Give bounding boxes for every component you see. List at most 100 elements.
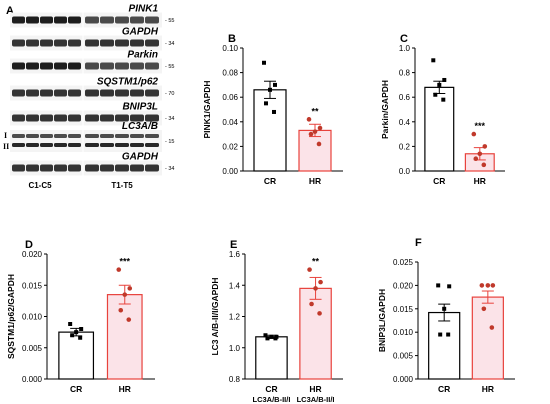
blot-band: [115, 62, 129, 70]
y-tick-label: 0.000: [22, 375, 43, 384]
data-point-hr: [481, 306, 487, 312]
blot-row: PINK1 - 55: [10, 4, 174, 28]
data-point-cr: [263, 333, 268, 338]
blot-background: [10, 130, 162, 152]
bar-cr: [253, 89, 287, 172]
panel-letter: C: [400, 33, 408, 45]
data-point-cr: [262, 60, 266, 65]
y-tick-label: 0.015: [393, 305, 414, 314]
data-point-cr: [433, 92, 438, 97]
data-point-hr: [122, 292, 128, 297]
blot-band: [68, 39, 81, 47]
blot-band: [115, 164, 129, 172]
blot-row-label: Parkin: [127, 50, 158, 61]
blot-band: [130, 39, 144, 47]
blot-band: [145, 89, 159, 97]
y-tick-label: 0.8: [229, 375, 241, 384]
data-point-hr: [317, 125, 323, 131]
y-tick-label: 0.020: [393, 281, 414, 290]
blot-row-label: LC3A/B: [122, 121, 158, 132]
blot-band: [130, 62, 144, 70]
data-point-cr: [441, 97, 446, 102]
data-point-cr: [436, 283, 441, 288]
molecular-weight-marker: - 34: [165, 116, 174, 122]
blot-band: [26, 114, 39, 122]
significance-marker: **: [312, 257, 320, 267]
blot-band: [100, 114, 114, 122]
blot-band: [145, 143, 159, 147]
data-point-hr: [306, 117, 312, 122]
x-category-label: CR: [70, 384, 82, 394]
data-point-hr: [308, 131, 314, 137]
significance-marker: ***: [475, 121, 486, 131]
blot-band: [100, 62, 114, 70]
blot-band: [40, 134, 53, 138]
data-point-hr: [118, 307, 124, 313]
blot-band: [145, 134, 159, 138]
molecular-weight-marker: - 70: [165, 91, 174, 97]
bar-cr: [58, 331, 95, 380]
panel-letter: D: [25, 239, 33, 251]
molecular-weight-marker: - 15: [165, 139, 174, 145]
data-point-cr: [442, 77, 447, 82]
lc3-form-ii-label: II: [3, 142, 9, 151]
data-point-hr: [485, 283, 491, 288]
y-tick-label: 0.005: [22, 344, 43, 353]
blot-band: [26, 39, 39, 47]
molecular-weight-marker: - 55: [165, 64, 174, 70]
lc3-form-i-label: I: [4, 131, 7, 140]
blot-band: [130, 114, 144, 122]
significance-marker: ***: [120, 257, 131, 267]
data-point-cr: [447, 284, 452, 289]
data-point-cr: [264, 101, 268, 106]
blot-band: [40, 39, 53, 47]
x-sub-label: LC3A/B-II/I: [297, 395, 335, 404]
data-point-cr: [68, 322, 73, 326]
blot-row: SQSTM1/p62 - 70: [10, 77, 174, 101]
bar-cr: [428, 311, 461, 380]
blot-band: [26, 62, 39, 70]
y-axis-label: Parkin/GAPDH: [380, 80, 390, 139]
blot-row: LC3A/B - 15: [10, 121, 174, 152]
data-point-hr: [479, 283, 485, 288]
blot-band: [68, 16, 81, 24]
significance-marker: **: [311, 106, 319, 116]
blot-band: [145, 164, 159, 172]
data-point-cr: [268, 87, 272, 92]
chart-panel-b: B 0.00 0.02 0.04 0.06 0.08 0.10 PINK1/GAPDH CR **…: [202, 33, 343, 186]
blot-band: [68, 134, 81, 138]
blot-band: [130, 89, 144, 97]
blot-band: [12, 134, 25, 138]
blot-band: [85, 114, 99, 122]
y-axis-label: BNIP3L/GAPDH: [377, 289, 387, 352]
blot-band: [100, 134, 114, 138]
y-tick-label: 0.010: [22, 313, 43, 322]
blot-row: BNIP3L - 34: [10, 102, 174, 126]
bar-hr: [106, 294, 143, 380]
blot-band: [12, 16, 25, 24]
data-point-cr: [272, 109, 276, 114]
molecular-weight-marker: - 55: [165, 18, 174, 24]
blot-band: [40, 16, 53, 24]
data-point-hr: [477, 151, 483, 157]
y-tick-label: 0.04: [222, 118, 238, 127]
data-point-cr: [446, 332, 451, 337]
x-category-label: HR: [474, 176, 486, 186]
y-tick-label: 0.2: [399, 142, 411, 151]
blot-row-label: GAPDH: [122, 27, 159, 38]
y-tick-label: 1.0: [399, 44, 411, 53]
molecular-weight-marker: - 34: [165, 41, 174, 47]
blot-band: [68, 89, 81, 97]
bar-hr: [471, 296, 504, 380]
data-point-cr: [437, 82, 442, 87]
y-tick-label: 0.10: [222, 44, 238, 53]
panel-letter: E: [230, 239, 237, 251]
data-point-hr: [126, 317, 132, 322]
y-tick-label: 0.8: [399, 69, 411, 78]
y-tick-label: 0.015: [22, 281, 43, 290]
blot-row-label: BNIP3L: [122, 102, 158, 113]
x-category-label: CR: [264, 176, 276, 186]
panel-letter: F: [415, 237, 422, 249]
data-point-cr: [269, 334, 274, 339]
data-point-cr: [78, 335, 83, 340]
